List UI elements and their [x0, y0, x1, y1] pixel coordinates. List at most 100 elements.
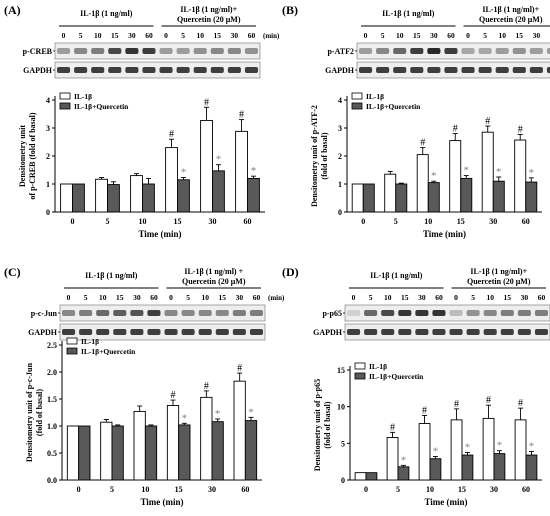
- blot-band: [529, 67, 543, 73]
- bar-il1b: [133, 410, 146, 481]
- x-tick-label: 0: [71, 217, 75, 226]
- treatment-label-combo-line1: IL-1β (1 ng/ml) +: [184, 267, 243, 276]
- blot-band: [62, 310, 76, 316]
- bar-il1b: [450, 419, 463, 481]
- y-tick-label: 0.5: [47, 449, 57, 458]
- treatment-label-il1b: IL-1β (1 ng/ml): [80, 9, 133, 18]
- x-axis-title: Time (min): [424, 497, 467, 507]
- bar-il1b-quercetin: [247, 177, 260, 213]
- bar-il1b: [100, 421, 113, 481]
- blot-band: [176, 48, 190, 54]
- blot-band: [347, 329, 361, 335]
- x-tick-label: 0: [361, 217, 365, 226]
- time-point-label: 30: [236, 293, 244, 302]
- time-point-label: 15: [401, 293, 409, 302]
- significance-hash: #: [453, 124, 458, 135]
- treatment-label-il1b: IL-1β (1 ng/ml): [382, 9, 435, 18]
- time-point-label: 30: [128, 31, 136, 40]
- blot-band: [249, 329, 263, 335]
- time-point-label: 10: [498, 31, 506, 40]
- blot-band: [244, 67, 258, 73]
- treatment-label-combo-line1: IL-1β (1 ng/ml)+: [180, 5, 237, 14]
- x-tick-label: 15: [458, 485, 466, 494]
- bar-il1b-quercetin: [493, 453, 506, 481]
- time-point-label: 0: [454, 293, 458, 302]
- time-point-label: 30: [231, 31, 239, 40]
- legend-label-il1b: IL-1β: [366, 92, 384, 101]
- blot-band: [512, 67, 526, 73]
- treatment-label-il1b: IL-1β (1 ng/ml): [85, 271, 138, 280]
- blot-band: [432, 329, 446, 335]
- x-tick-label: 5: [106, 217, 110, 226]
- y-axis-title-line1: Densitometry unit of p-ATF-2: [310, 105, 319, 207]
- bar-il1b-quercetin: [362, 183, 375, 213]
- x-tick-label: 10: [424, 217, 432, 226]
- bar-il1b: [482, 417, 495, 481]
- legend-swatch-il1b: [59, 92, 71, 100]
- x-tick-label: 15: [175, 485, 183, 494]
- x-tick-label: 10: [139, 217, 147, 226]
- bar-il1b-quercetin: [142, 183, 155, 213]
- blot-band: [147, 310, 161, 316]
- blot-band: [91, 67, 105, 73]
- x-tick-label: 10: [426, 485, 434, 494]
- y-tick-label: 2.0: [47, 368, 57, 377]
- significance-hash: #: [204, 381, 209, 392]
- blot-band: [517, 329, 531, 335]
- x-tick-label: 5: [396, 485, 400, 494]
- treatment-label-combo-line1: IL-1β (1 ng/ml)+: [470, 267, 527, 276]
- bar-il1b: [130, 175, 143, 213]
- blot-band: [193, 48, 207, 54]
- bar-il1b-quercetin: [111, 425, 124, 481]
- time-point-label: 15: [504, 293, 512, 302]
- y-axis-title-line2: (fold of basal): [320, 132, 329, 179]
- x-tick-label: 5: [394, 217, 398, 226]
- bar-il1b-quercetin: [525, 454, 538, 481]
- bar-il1b: [386, 437, 399, 481]
- panel-a: (A) IL-1β (1 ng/ml) IL-1β (1 ng/ml)+Querce…: [4, 3, 280, 239]
- blot-band: [359, 67, 373, 73]
- blot-band: [198, 310, 212, 316]
- time-point-label: 60: [435, 293, 443, 302]
- blot-band: [381, 310, 395, 316]
- blot-band: [210, 48, 224, 54]
- significance-star: *: [431, 170, 437, 182]
- time-point-label: 0: [62, 31, 66, 40]
- y-tick-label: 3: [46, 124, 50, 133]
- panel-b: (B) IL-1β (1 ng/ml) IL-1β (1 ng/ml)+Querce…: [282, 3, 550, 239]
- significance-hash: #: [422, 405, 427, 416]
- blot-band: [227, 67, 241, 73]
- treatment-label-combo-line1: IL-1β (1 ng/ml)+: [482, 5, 539, 14]
- blot-band: [215, 310, 229, 316]
- blot-band: [232, 329, 246, 335]
- blot-band: [410, 48, 424, 54]
- y-tick-label: 4: [46, 96, 50, 105]
- x-tick-label: 15: [174, 217, 182, 226]
- y-tick-label: 15: [337, 366, 345, 375]
- bar-il1b: [200, 119, 213, 213]
- blot-band: [130, 310, 144, 316]
- bar-il1b: [416, 154, 429, 213]
- blot-band: [181, 310, 195, 316]
- blot-band: [466, 329, 480, 335]
- panel-d: (D) IL-1β (1 ng/ml) IL-1β (1 ng/ml)+Querce…: [282, 265, 550, 507]
- bar-il1b-quercetin: [397, 466, 410, 481]
- blot-band: [164, 310, 178, 316]
- y-axis-title-line2: of p-CREB (fold of basal): [28, 112, 37, 199]
- blot-band: [449, 310, 463, 316]
- blot-band: [96, 310, 110, 316]
- blot-band: [546, 67, 550, 73]
- time-point-label: 10: [196, 31, 204, 40]
- blot-band: [215, 329, 229, 335]
- legend-label-il1b-quercetin: IL-1β+Quercetin: [81, 347, 136, 356]
- legend-label-il1b-quercetin: IL-1β+Quercetin: [369, 372, 424, 381]
- treatment-label-combo-line2: Quercetin (20 μM): [479, 15, 543, 24]
- blot-label: p-ATF2: [327, 47, 354, 56]
- bar-il1b-quercetin: [460, 177, 473, 213]
- x-tick-label: 30: [490, 485, 498, 494]
- significance-star: *: [216, 154, 222, 166]
- bar-il1b-quercetin: [427, 182, 440, 213]
- bar-il1b-quercetin: [212, 170, 225, 213]
- time-point-label: 15: [116, 293, 124, 302]
- time-point-label: 10: [384, 293, 392, 302]
